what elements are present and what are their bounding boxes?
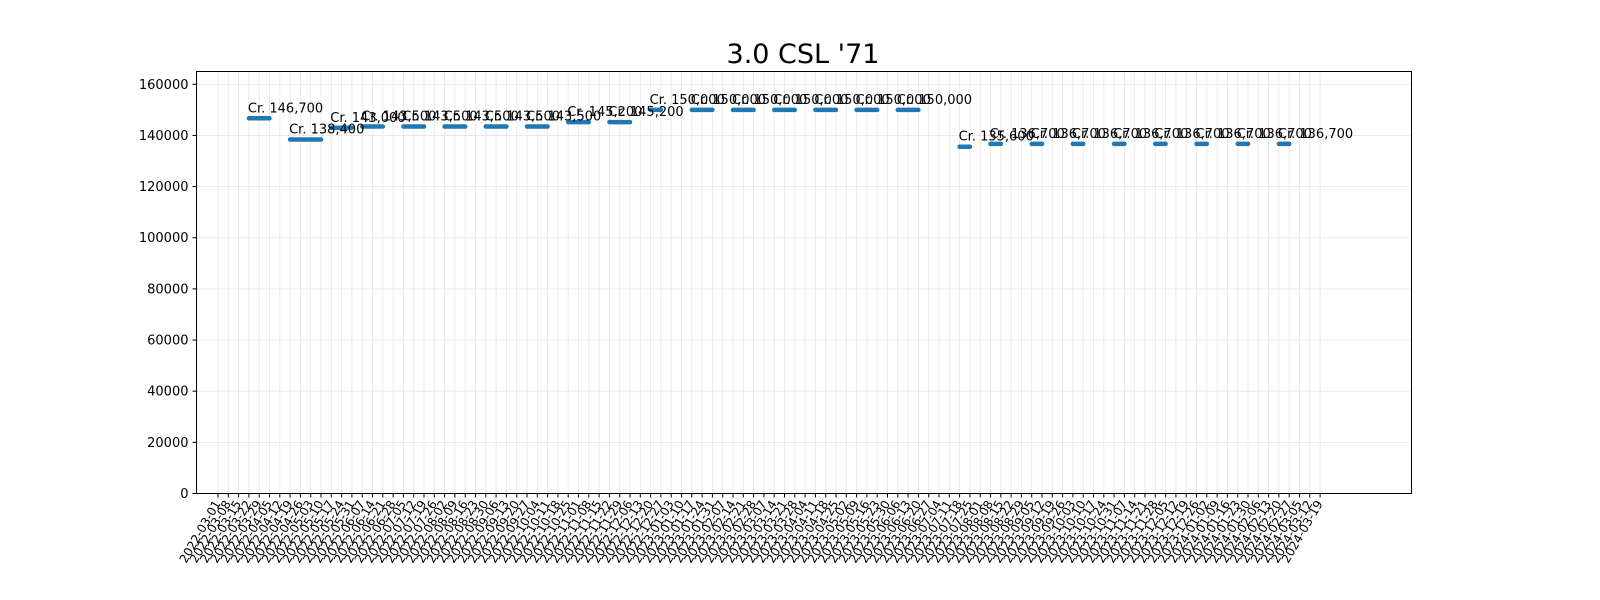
price-label: Cr. 143,500 <box>402 109 477 124</box>
y-tick-label: 60000 <box>147 334 188 349</box>
price-label: Cr. 136,700 <box>1072 127 1147 142</box>
price-label: Cr. 150,000 <box>732 93 807 108</box>
grid-lines <box>196 71 1412 494</box>
y-tick-label: 120000 <box>139 180 189 195</box>
price-label: Cr. 146,700 <box>248 101 323 116</box>
price-label: Cr. 150,000 <box>691 93 766 108</box>
price-label: Cr. 143,500 <box>361 109 436 124</box>
price-label: Cr. 150,000 <box>814 93 889 108</box>
price-label: Cr. 136,700 <box>1278 127 1353 142</box>
series-marks <box>246 107 1292 149</box>
price-label: Cr. 136,700 <box>1237 127 1312 142</box>
price-label: Cr. 143,500 <box>526 109 601 124</box>
price-label: Cr. 150,000 <box>856 93 931 108</box>
price-label: Cr. 136,700 <box>1154 127 1229 142</box>
chart-title: 3.0 CSL '71 <box>727 39 880 70</box>
price-label: Cr. 145,200 <box>567 105 642 120</box>
price-label: Cr. 135,600 <box>959 130 1034 145</box>
y-tick-label: 80000 <box>147 282 188 297</box>
price-label: Cr. 150,000 <box>897 93 972 108</box>
y-tick-label: 40000 <box>147 385 188 400</box>
price-label: Cr. 143,500 <box>444 109 519 124</box>
x-axis: 2022-03-012022-03-082022-03-152022-03-22… <box>177 493 1326 565</box>
price-label: Cr. 150,000 <box>650 93 725 108</box>
plot-frame <box>196 71 1412 494</box>
y-tick-label: 100000 <box>139 231 189 246</box>
price-label: Cr. 136,700 <box>1113 127 1188 142</box>
price-label: Cr. 136,700 <box>1031 127 1106 142</box>
price-label: Cr. 143,000 <box>330 111 405 126</box>
y-tick-label: 160000 <box>139 78 189 93</box>
price-label: Cr. 143,500 <box>485 109 560 124</box>
price-label: Cr. 138,400 <box>289 123 364 138</box>
y-tick-label: 20000 <box>147 436 188 451</box>
price-label: Cr. 145,200 <box>608 105 683 120</box>
y-axis: 0 20000 40000 60000 80000 100000 120000 140000 1… <box>139 78 197 502</box>
y-tick-label: 0 <box>180 487 188 502</box>
price-label: Cr. 136,700 <box>990 127 1065 142</box>
y-tick-label: 140000 <box>139 129 189 144</box>
price-label: Cr. 136,700 <box>1196 127 1271 142</box>
price-label: Cr. 150,000 <box>773 93 848 108</box>
